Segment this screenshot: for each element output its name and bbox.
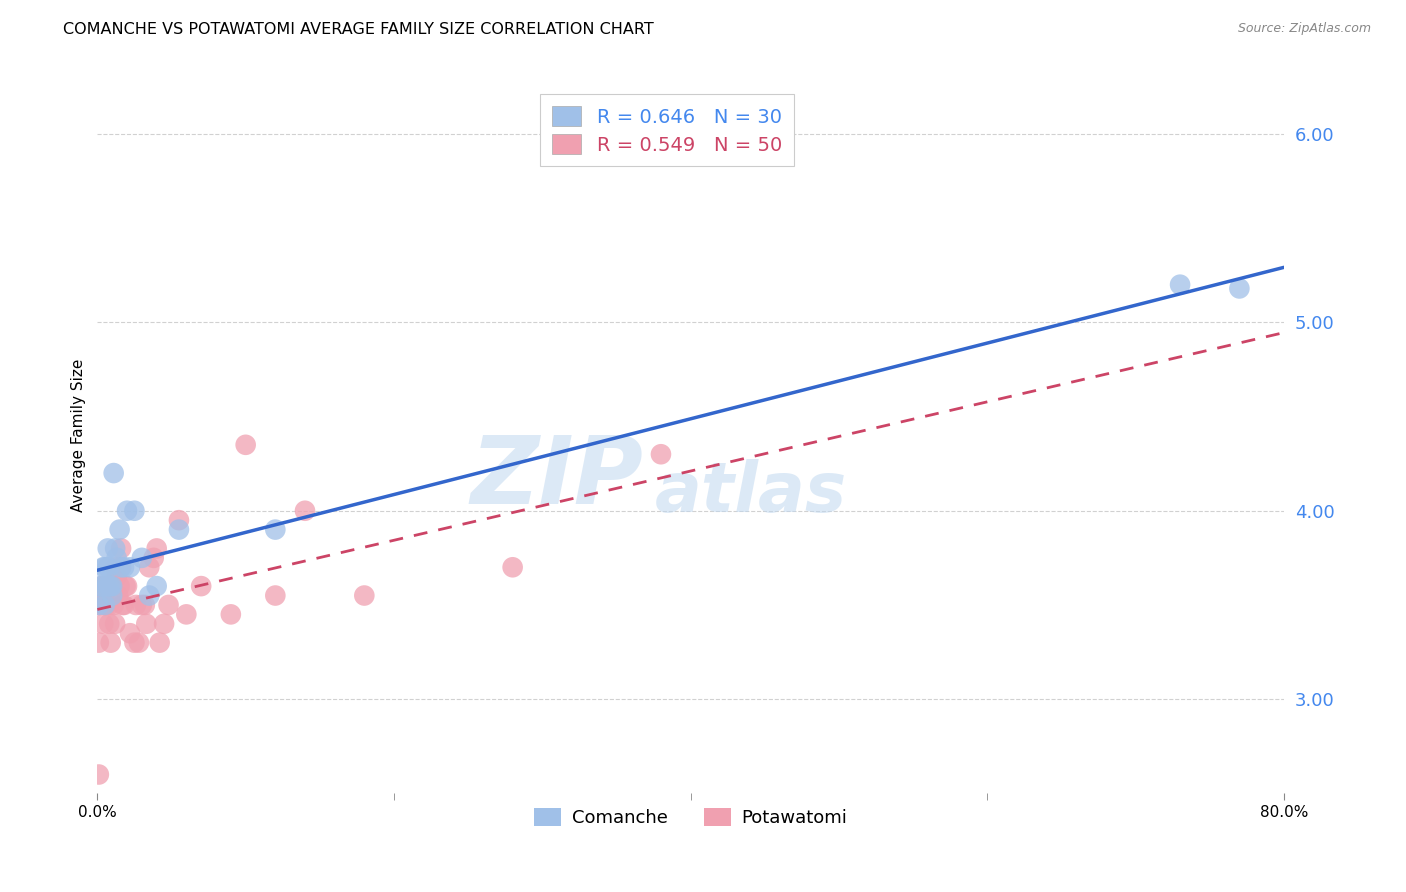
Point — [100, 635, 122, 649]
Point — [118, 626, 141, 640]
Point — [97, 579, 120, 593]
Text: ZIP: ZIP — [470, 433, 643, 524]
Point — [1229, 281, 1251, 295]
Point — [87, 635, 110, 649]
Point — [94, 598, 117, 612]
Point — [105, 570, 128, 584]
Point — [115, 579, 138, 593]
Point — [167, 523, 190, 537]
Point — [145, 541, 167, 556]
Point — [87, 598, 110, 612]
Text: COMANCHE VS POTAWATOMI AVERAGE FAMILY SIZE CORRELATION CHART: COMANCHE VS POTAWATOMI AVERAGE FAMILY SI… — [63, 22, 654, 37]
Point — [108, 579, 131, 593]
Point — [110, 541, 132, 556]
Point — [157, 598, 180, 612]
Point — [98, 560, 121, 574]
Point — [110, 560, 132, 574]
Point — [131, 598, 153, 612]
Point — [91, 560, 114, 574]
Point — [138, 589, 160, 603]
Point — [90, 579, 112, 593]
Point — [219, 607, 242, 622]
Point — [96, 579, 118, 593]
Point — [98, 616, 121, 631]
Point — [111, 598, 134, 612]
Point — [100, 579, 122, 593]
Point — [98, 579, 121, 593]
Point — [118, 560, 141, 574]
Point — [97, 560, 120, 574]
Point — [264, 523, 287, 537]
Point — [1168, 277, 1191, 292]
Point — [104, 560, 127, 574]
Point — [112, 560, 135, 574]
Point — [149, 635, 172, 649]
Point — [124, 635, 146, 649]
Point — [94, 560, 117, 574]
Point — [87, 598, 110, 612]
Point — [90, 579, 112, 593]
Point — [115, 504, 138, 518]
Point — [101, 579, 124, 593]
Point — [294, 504, 316, 518]
Text: atlas: atlas — [655, 459, 848, 526]
Point — [110, 560, 132, 574]
Point — [190, 579, 212, 593]
Point — [131, 550, 153, 565]
Point — [103, 466, 125, 480]
Point — [114, 579, 136, 593]
Point — [94, 598, 117, 612]
Point — [98, 598, 121, 612]
Text: Source: ZipAtlas.com: Source: ZipAtlas.com — [1237, 22, 1371, 36]
Point — [264, 589, 287, 603]
Point — [135, 616, 157, 631]
Point — [153, 616, 176, 631]
Point — [176, 607, 198, 622]
Point — [138, 560, 160, 574]
Point — [104, 541, 127, 556]
Y-axis label: Average Family Size: Average Family Size — [72, 359, 86, 512]
Point — [87, 767, 110, 781]
Point — [96, 579, 118, 593]
Point — [89, 598, 111, 612]
Point — [142, 550, 165, 565]
Point — [104, 616, 127, 631]
Point — [235, 438, 257, 452]
Point — [134, 598, 156, 612]
Point — [103, 598, 125, 612]
Point — [167, 513, 190, 527]
Point — [89, 579, 111, 593]
Point — [97, 541, 120, 556]
Point — [91, 616, 114, 631]
Point — [128, 635, 150, 649]
Point — [94, 579, 117, 593]
Point — [96, 598, 118, 612]
Point — [105, 550, 128, 565]
Legend: Comanche, Potawatomi: Comanche, Potawatomi — [527, 801, 855, 834]
Point — [101, 589, 124, 603]
Point — [108, 523, 131, 537]
Point — [125, 598, 148, 612]
Point — [650, 447, 672, 461]
Point — [145, 579, 167, 593]
Point — [124, 504, 146, 518]
Point — [353, 589, 375, 603]
Point — [107, 589, 129, 603]
Point — [112, 598, 135, 612]
Point — [502, 560, 524, 574]
Point — [101, 579, 124, 593]
